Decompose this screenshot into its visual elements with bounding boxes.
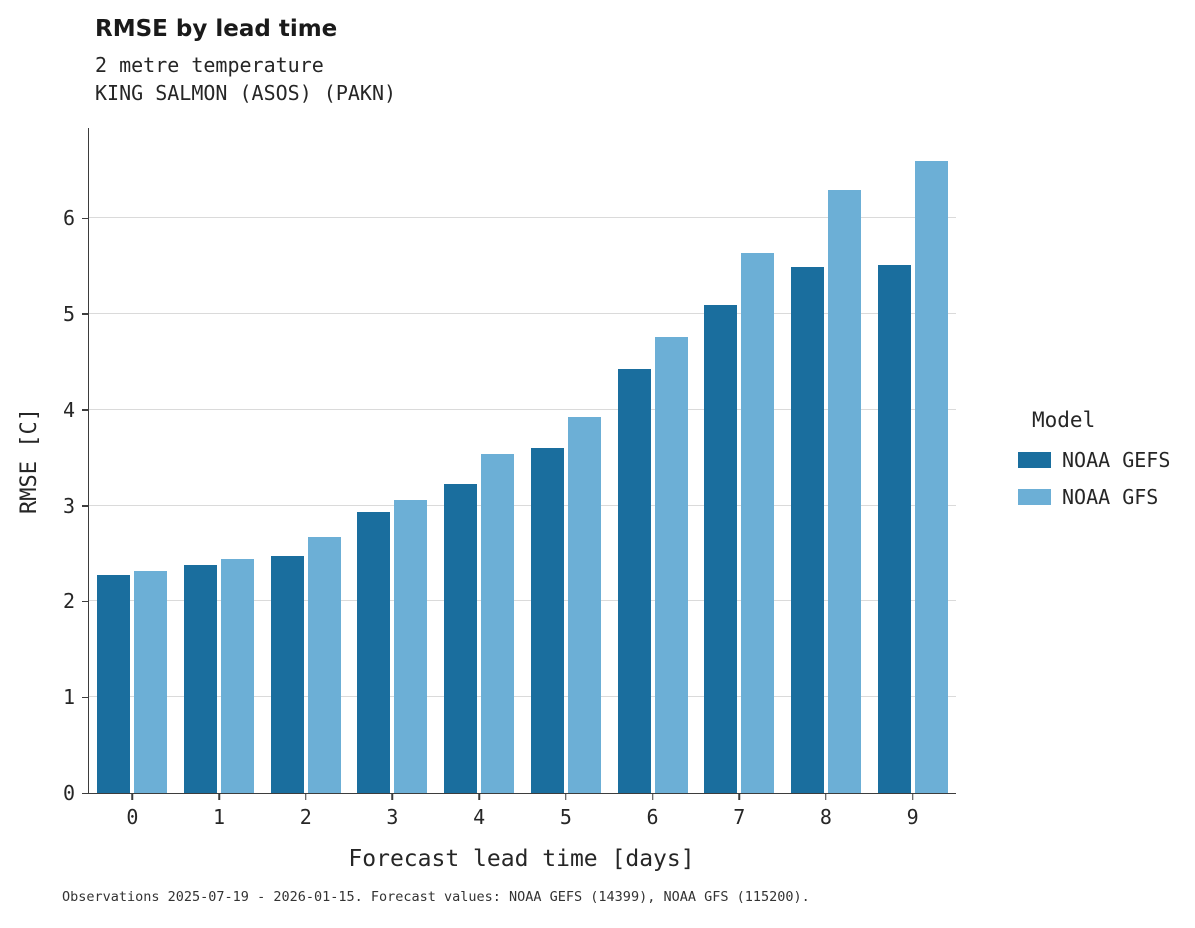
gridline (89, 504, 956, 506)
x-tick-mark (391, 793, 394, 800)
y-tick-label: 5 (62, 301, 75, 326)
x-tick-mark (478, 793, 480, 800)
y-tick-mark (82, 792, 89, 794)
bar-noaa-gfs (481, 453, 515, 793)
bar-noaa-gfs (307, 537, 341, 793)
legend-swatch-gfs (1018, 489, 1051, 505)
legend-swatch-gefs (1018, 452, 1051, 468)
x-tick-label: 4 (473, 805, 486, 829)
y-tick-label: 0 (62, 781, 75, 805)
x-tick-mark (218, 793, 220, 800)
y-axis-label-wrap: RMSE [C] (14, 128, 44, 793)
footer-caption: Observations 2025-07-19 - 2026-01-15. Fo… (62, 889, 810, 905)
bar-noaa-gfs (914, 160, 948, 793)
gridline (89, 600, 956, 602)
bar-noaa-gefs (617, 369, 651, 793)
y-tick-mark (82, 600, 89, 603)
x-tick-mark (738, 793, 740, 800)
x-tick-label: 8 (819, 805, 832, 829)
y-tick-mark (82, 696, 89, 699)
bar-noaa-gfs (827, 190, 861, 793)
bar-group (609, 128, 696, 793)
x-tick-mark (651, 793, 654, 800)
x-tick-label: 7 (733, 805, 746, 829)
bar-noaa-gfs (741, 252, 775, 793)
y-tick-mark (82, 217, 89, 220)
bar-group (349, 128, 436, 793)
bar-group (523, 128, 610, 793)
x-tick-mark (825, 793, 827, 800)
bar-group (869, 128, 956, 793)
chart-subtitle-variable: 2 metre temperature (95, 53, 324, 77)
bar-noaa-gefs (790, 266, 824, 793)
bar-group (89, 128, 176, 793)
legend-entry-gfs: NOAA GFS (1018, 485, 1170, 509)
x-tick-mark (305, 793, 307, 800)
legend-entry-gefs: NOAA GEFS (1018, 448, 1170, 472)
chart-title: RMSE by lead time (95, 16, 338, 42)
bar-noaa-gfs (221, 559, 255, 793)
x-tick-mark (565, 793, 567, 800)
x-tick-label: 2 (299, 805, 312, 829)
legend-label-gefs: NOAA GEFS (1062, 448, 1171, 472)
y-axis-label: RMSE [C] (16, 407, 42, 514)
bar-group (436, 128, 523, 793)
bar-noaa-gfs (567, 417, 601, 793)
bar-noaa-gefs (97, 574, 131, 793)
bar-noaa-gefs (530, 448, 564, 793)
x-tick-label: 5 (559, 805, 572, 829)
legend-label-gfs: NOAA GFS (1062, 485, 1159, 509)
gridline (89, 217, 956, 219)
bar-noaa-gefs (270, 556, 304, 793)
y-tick-label: 2 (62, 589, 75, 614)
y-tick-label: 3 (62, 493, 75, 518)
bar-group (176, 128, 263, 793)
y-tick-mark (82, 409, 89, 411)
y-tick-label: 6 (62, 206, 75, 231)
y-tick-label: 4 (62, 397, 75, 422)
y-tick-mark (82, 313, 89, 315)
x-tick-label: 0 (126, 805, 139, 829)
legend-title: Model (1032, 408, 1096, 432)
x-axis-label: Forecast lead time [days] (348, 846, 695, 872)
legend: Model NOAA GEFS NOAA GFS (1018, 408, 1170, 522)
x-tick-mark (911, 793, 914, 800)
y-tick-mark (82, 505, 89, 507)
bars (89, 128, 956, 793)
y-tick-label: 1 (62, 685, 75, 710)
gridline (89, 312, 956, 314)
bar-noaa-gefs (184, 564, 218, 793)
bar-noaa-gefs (444, 484, 478, 793)
bar-noaa-gefs (877, 265, 911, 793)
bar-noaa-gefs (704, 305, 738, 793)
bar-noaa-gfs (134, 570, 168, 793)
bar-group (262, 128, 349, 793)
bar-group (783, 128, 870, 793)
bar-group (696, 128, 783, 793)
bar-noaa-gfs (654, 336, 688, 793)
chart-subtitle-station: KING SALMON (ASOS) (PAKN) (95, 81, 397, 105)
gridline (89, 696, 956, 698)
bar-noaa-gefs (357, 512, 391, 793)
x-tick-label: 3 (386, 805, 399, 829)
x-tick-label: 1 (213, 805, 226, 829)
x-tick-label: 9 (906, 805, 919, 829)
x-tick-label: 6 (646, 805, 659, 829)
plot-area: 0 1 2 3 4 5 6 0 1 2 3 4 5 6 7 8 9 (63, 128, 956, 829)
bar-noaa-gfs (394, 499, 428, 793)
x-tick-mark (131, 793, 134, 800)
gridline (89, 408, 956, 410)
